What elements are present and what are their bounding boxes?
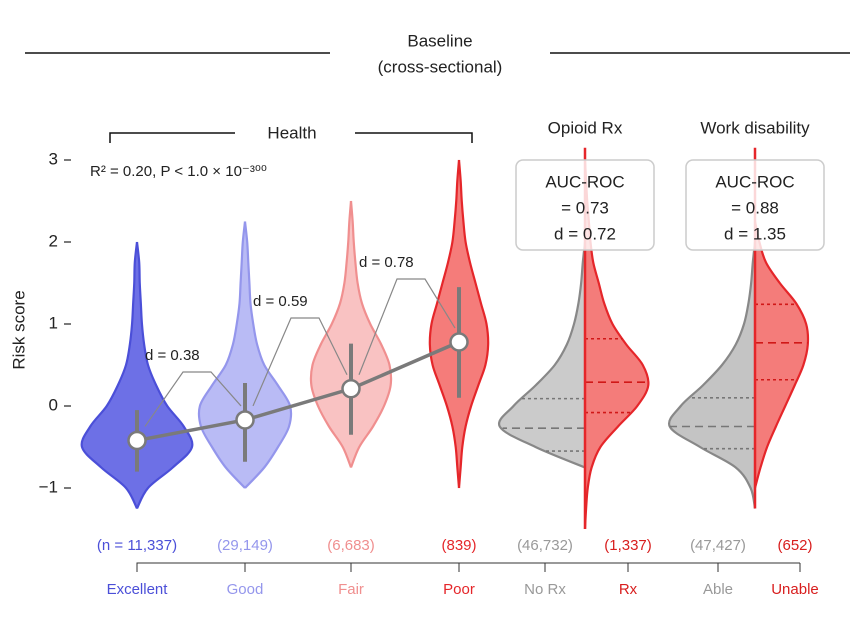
category-label: Rx [619, 581, 638, 598]
violin-right [243, 221, 293, 489]
violin-right [349, 200, 393, 468]
violin-left [428, 159, 461, 489]
mean-marker [449, 332, 469, 352]
chart-title: Baseline [407, 31, 472, 50]
mean-marker [127, 430, 147, 451]
group-title: Health [267, 123, 316, 142]
stat-box-line: AUC-ROC [715, 172, 794, 191]
mean-line [136, 340, 460, 443]
chart-subtitle: (cross-sectional) [378, 57, 503, 76]
stat-box [515, 159, 655, 251]
n-label: (6,683) [327, 537, 375, 554]
mean-marker [235, 410, 255, 430]
effect-label: d = 0.59 [253, 293, 308, 310]
y-tick-label: 2 [49, 231, 58, 250]
category-bracket [136, 562, 801, 572]
effect-connector [252, 317, 348, 407]
stat-box [685, 159, 825, 251]
violin-left [309, 200, 353, 468]
y-tick-label: 0 [49, 395, 58, 414]
category-label: No Rx [524, 581, 566, 598]
category-label: Able [703, 581, 733, 598]
n-label: (652) [777, 537, 812, 554]
n-label: (n = 11,337) [97, 537, 177, 554]
stat-label: R² = 0.20, P < 1.0 × 10⁻³⁰⁰ [90, 163, 267, 180]
stat-box-line: = 0.88 [731, 198, 779, 217]
split-title: Work disability [700, 118, 810, 137]
category-label: Poor [443, 581, 475, 598]
category-label: Excellent [107, 581, 169, 598]
category-label: Unable [771, 581, 819, 598]
y-tick-label: 3 [49, 149, 58, 168]
effect-connector [358, 278, 456, 376]
effect-label: d = 0.78 [359, 254, 414, 271]
split-title: Opioid Rx [548, 118, 623, 137]
group-bracket [109, 132, 473, 143]
effect-label: d = 0.38 [145, 347, 200, 364]
stat-box-line: = 0.73 [561, 198, 609, 217]
y-tick-label: −1 [39, 477, 58, 496]
violin-right [135, 241, 194, 510]
category-label: Good [227, 581, 264, 598]
n-label: (29,149) [217, 537, 273, 554]
y-axis-label: Risk score [9, 290, 28, 369]
n-label: (47,427) [690, 537, 746, 554]
y-tick-label: 1 [49, 313, 58, 332]
category-label: Fair [338, 581, 364, 598]
stat-box-line: d = 1.35 [724, 224, 786, 243]
mean-marker [341, 379, 361, 399]
violin-right [457, 159, 490, 489]
n-label: (1,337) [604, 537, 652, 554]
effect-connector [144, 371, 242, 427]
split-violin [753, 221, 810, 489]
stat-box-line: d = 0.72 [554, 224, 616, 243]
split-violin [667, 241, 757, 509]
violin-left [197, 221, 247, 489]
n-label: (839) [441, 537, 476, 554]
violin-left [80, 241, 139, 510]
split-violin [497, 241, 587, 469]
stat-box-line: AUC-ROC [545, 172, 624, 191]
n-label: (46,732) [517, 537, 573, 554]
